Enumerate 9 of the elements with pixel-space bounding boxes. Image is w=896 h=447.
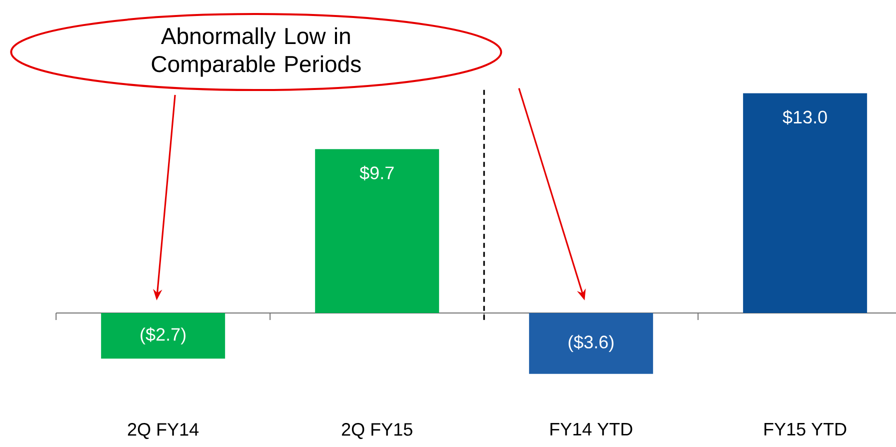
data-label: $9.7 (360, 166, 394, 180)
data-label: ($3.6) (568, 334, 614, 352)
x-tick-label: 2Q FY15 (342, 423, 412, 439)
data-label: $13.0 (782, 110, 827, 125)
data-label: ($2.7) (140, 327, 186, 344)
x-tick-label: 2Q FY14 (128, 423, 199, 439)
x-tick-label: FY15 YTD (764, 423, 846, 436)
x-tick-label: FY14 YTD (550, 423, 632, 436)
text: Abnormally Low in Comparable Periods (152, 27, 361, 77)
